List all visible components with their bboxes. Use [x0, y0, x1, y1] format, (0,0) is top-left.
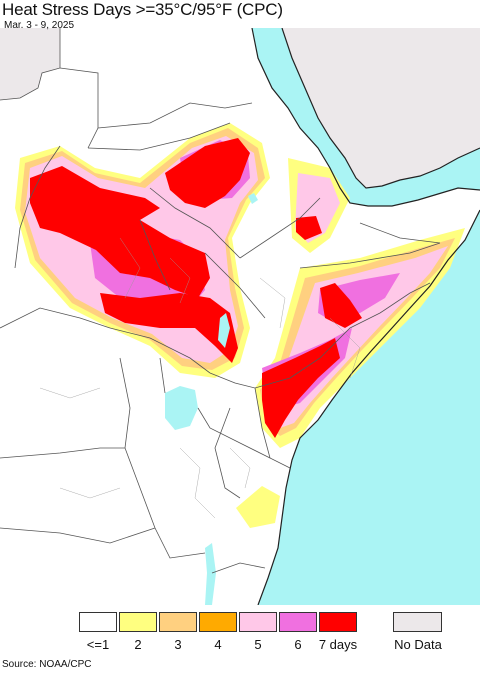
outside-region — [0, 28, 480, 188]
legend-label-5: 6 — [294, 637, 302, 652]
legend-label-1: 2 — [134, 637, 142, 652]
legend-swatch-1 — [119, 612, 157, 632]
source-credit: Source: NOAA/CPC — [2, 659, 92, 670]
legend-swatch-5 — [279, 612, 317, 632]
map-svg — [0, 28, 480, 605]
legend: <=1 2 3 4 5 6 7 days No Data — [0, 612, 480, 657]
legend-label-3: 4 — [214, 637, 222, 652]
lakes — [165, 193, 258, 605]
legend-nodata-label: No Data — [394, 637, 442, 652]
legend-label-2: 3 — [174, 637, 182, 652]
legend-swatch-2 — [159, 612, 197, 632]
legend-swatch-6 — [319, 612, 357, 632]
legend-label-6: 7 days — [318, 637, 358, 652]
heat-shading — [15, 123, 465, 528]
legend-label-4: 5 — [254, 637, 262, 652]
country-borders — [0, 28, 441, 574]
date-range: Mar. 3 - 9, 2025 — [4, 20, 75, 31]
admin-borders — [39, 237, 361, 519]
legend-nodata-swatch — [393, 612, 442, 632]
legend-label-0: <=1 — [86, 637, 110, 652]
page-title: Heat Stress Days >=35°C/95°F (CPC) — [2, 0, 283, 19]
coastline — [251, 28, 480, 605]
heat-stress-map — [0, 28, 480, 605]
legend-swatch-4 — [239, 612, 277, 632]
legend-swatch-0 — [79, 612, 117, 632]
legend-swatch-3 — [199, 612, 237, 632]
